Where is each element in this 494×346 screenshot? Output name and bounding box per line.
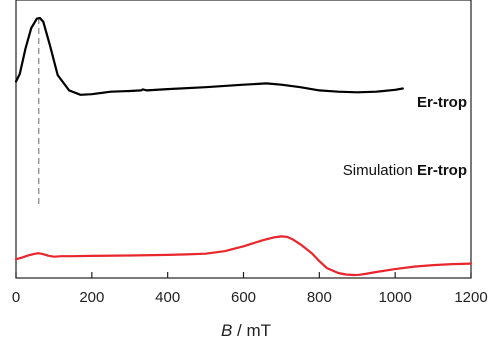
x-axis-ticks bbox=[15, 272, 472, 278]
x-tick-label-1200: 1200 bbox=[454, 289, 487, 306]
x-tick-label-1000: 1000 bbox=[378, 289, 411, 306]
series-label-er-trop: Er-trop bbox=[417, 94, 467, 111]
x-axis-title-symbol: B bbox=[221, 321, 232, 340]
x-axis-tick-labels: 0 200 400 600 800 1000 1200 bbox=[12, 289, 488, 306]
plot-frame bbox=[15, 0, 472, 279]
series-label-simulation-prefix: Simulation bbox=[343, 162, 417, 179]
x-axis-title-unit: / mT bbox=[232, 321, 271, 340]
x-tick-label-600: 600 bbox=[231, 289, 256, 306]
x-tick-label-0: 0 bbox=[12, 289, 20, 306]
x-tick-label-400: 400 bbox=[155, 289, 180, 306]
x-tick-label-200: 200 bbox=[79, 289, 104, 306]
series-label-simulation-er-trop: Simulation Er-trop bbox=[343, 162, 467, 179]
series-line-simulation-er-trop bbox=[14, 235, 473, 277]
series-label-simulation-name: Er-trop bbox=[417, 162, 467, 179]
plot-area bbox=[15, 0, 472, 279]
series-line-er-trop bbox=[14, 16, 404, 96]
x-tick-label-800: 800 bbox=[307, 289, 332, 306]
x-axis-title: B / mT bbox=[221, 321, 271, 340]
